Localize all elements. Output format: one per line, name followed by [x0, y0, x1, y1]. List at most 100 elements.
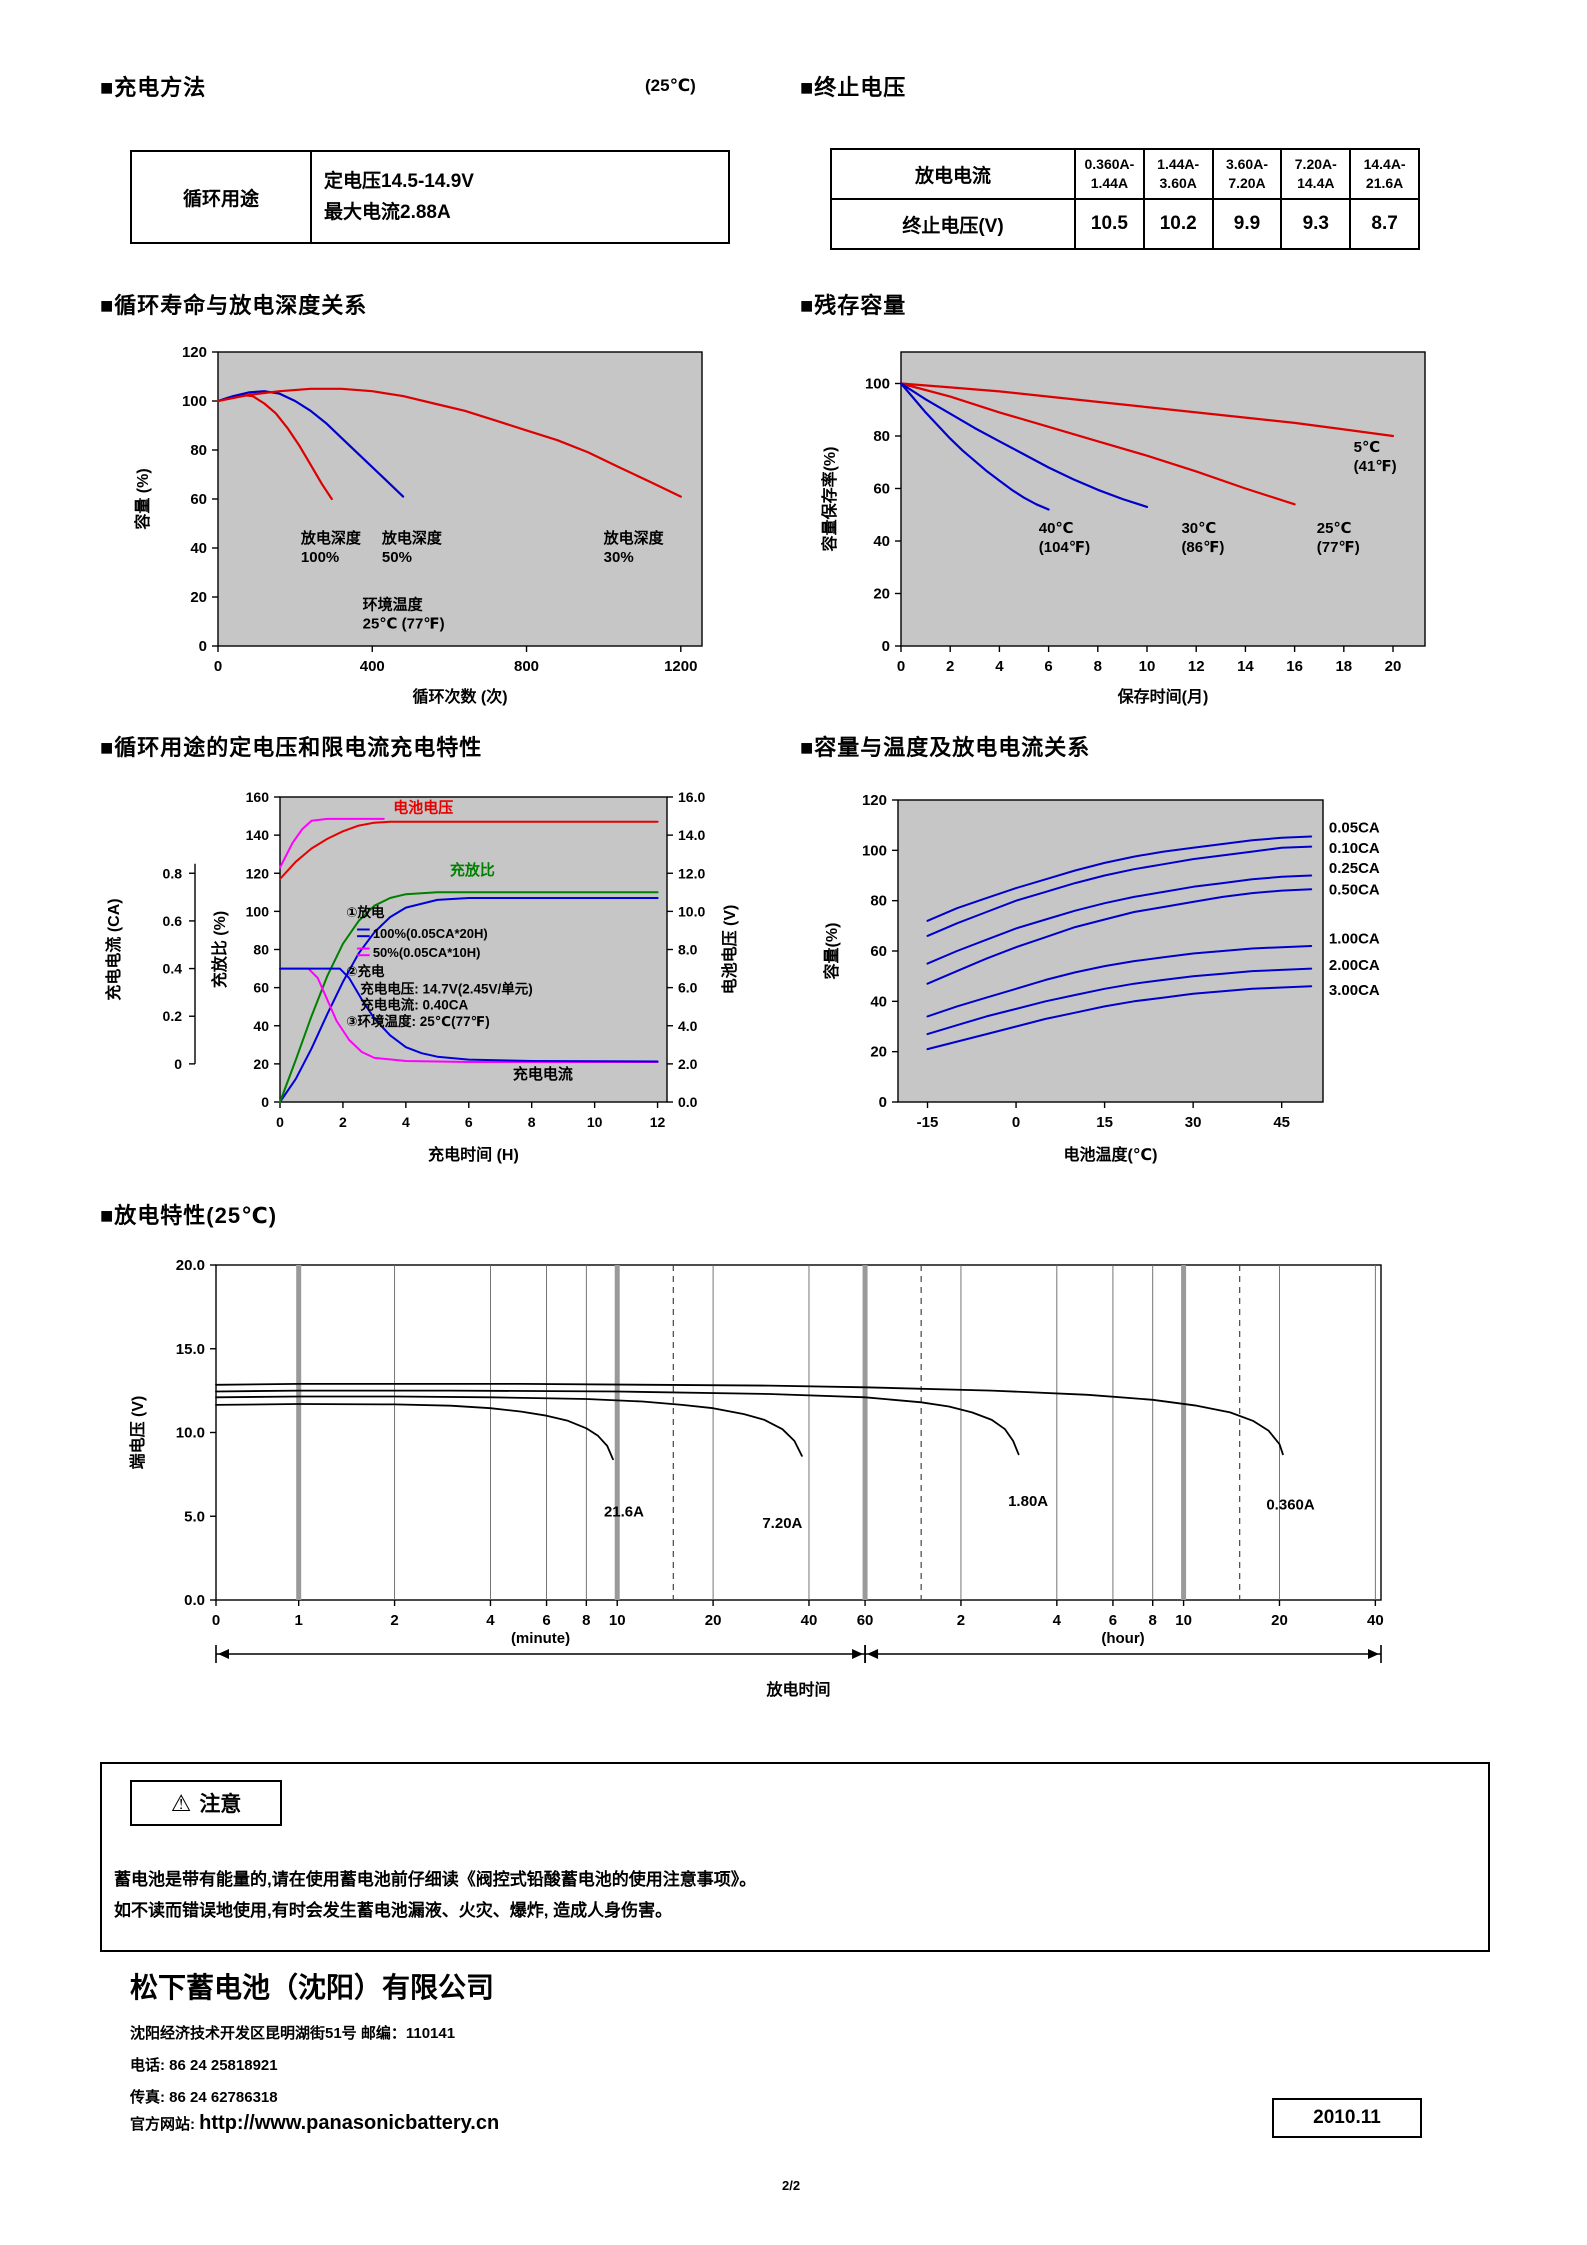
section-title-charging-method: ■充电方法	[100, 75, 207, 100]
discharge-characteristics-chart: 0 1 2 4 6 8 10 20 40 60 2 4 6 8 10 20 40 放电时间 0.0 5.0 10.0 15…	[88, 1240, 1508, 1728]
range-line: 3.60A-	[1225, 156, 1268, 173]
svg-text:0: 0	[199, 638, 207, 655]
company-address: 沈阳经济技术开发区昆明湖街51号 邮编：110141	[130, 2025, 456, 2042]
svg-text:100: 100	[862, 842, 887, 859]
range-line: 14.4A	[1297, 175, 1335, 191]
svg-text:25℃: 25℃	[1317, 520, 1352, 537]
svg-text:放电深度: 放电深度	[381, 529, 443, 547]
svg-text:容量 (%): 容量 (%)	[133, 468, 152, 530]
svg-text:20: 20	[870, 1044, 887, 1061]
company-website: 官方网站: http://www.panasonicbattery.cn	[130, 2112, 499, 2135]
cutoff-value-5: 8.7	[1349, 198, 1420, 250]
section-title-cutoff-voltage: ■终止电压	[800, 75, 907, 100]
svg-text:0: 0	[212, 1612, 220, 1629]
svg-text:25℃ (77℉): 25℃ (77℉)	[363, 615, 445, 632]
notice-box: ⚠ 注意 蓄电池是带有能量的,请在使用蓄电池前仔细读《阀控式铅酸蓄电池的使用注意…	[100, 1762, 1490, 1952]
svg-text:80: 80	[870, 893, 887, 910]
capacity-temperature-chart: -15 0 15 30 45 电池温度(℃) 0 20 40 60 80 100 120 容量(%) 0.0…	[793, 772, 1483, 1210]
svg-text:40℃: 40℃	[1039, 520, 1074, 537]
notice-label-text: 注意	[199, 1793, 242, 1816]
svg-text:2: 2	[339, 1114, 347, 1130]
svg-text:4.0: 4.0	[678, 1018, 698, 1034]
date-box: 2010.11	[1272, 2098, 1422, 2138]
cutoff-value-1: 10.5	[1074, 198, 1145, 250]
cycle-life-chart: 0 400 800 1200 循环次数 (次) 0 20 40 60 80 100 120 容量 (%)…	[100, 330, 720, 712]
svg-text:40: 40	[1367, 1612, 1384, 1629]
svg-text:80: 80	[190, 442, 207, 459]
current-range-4: 7.20A- 14.4A	[1280, 148, 1352, 200]
svg-text:①放电: ①放电	[346, 904, 385, 920]
range-line: 21.6A	[1365, 175, 1404, 191]
svg-text:30: 30	[1185, 1114, 1202, 1131]
svg-text:40: 40	[190, 540, 207, 557]
svg-text:0: 0	[214, 658, 222, 675]
svg-text:6.0: 6.0	[678, 980, 698, 996]
svg-text:0: 0	[882, 638, 890, 655]
range-line: 1.44A	[1090, 175, 1129, 191]
svg-text:4: 4	[995, 658, 1004, 675]
svg-text:12.0: 12.0	[678, 865, 705, 881]
svg-text:6: 6	[1109, 1612, 1117, 1629]
svg-text:120: 120	[246, 865, 270, 881]
svg-text:1.80A: 1.80A	[1008, 1493, 1048, 1510]
svg-text:40: 40	[873, 533, 890, 550]
cutoff-value-4: 9.3	[1280, 198, 1352, 250]
svg-text:15.0: 15.0	[176, 1341, 205, 1358]
svg-text:循环次数 (次): 循环次数 (次)	[412, 687, 507, 706]
svg-text:0: 0	[879, 1094, 887, 1111]
svg-text:30℃: 30℃	[1181, 520, 1216, 537]
svg-text:60: 60	[253, 980, 269, 996]
svg-text:8: 8	[528, 1114, 536, 1130]
svg-text:8: 8	[1149, 1612, 1157, 1629]
website-url: http://www.panasonicbattery.cn	[199, 2112, 500, 2134]
svg-text:14.0: 14.0	[678, 827, 705, 843]
svg-text:5.0: 5.0	[184, 1508, 205, 1525]
svg-text:0.8: 0.8	[163, 865, 183, 881]
notice-label: ⚠ 注意	[130, 1780, 282, 1826]
svg-text:100%(0.05CA*20H): 100%(0.05CA*20H)	[373, 926, 488, 941]
svg-text:0.360A: 0.360A	[1266, 1497, 1315, 1514]
svg-text:140: 140	[246, 827, 270, 843]
svg-text:2.0: 2.0	[678, 1056, 698, 1072]
svg-text:120: 120	[862, 792, 887, 809]
svg-text:1: 1	[295, 1612, 303, 1629]
svg-text:20: 20	[1385, 658, 1402, 675]
svg-text:4: 4	[486, 1612, 495, 1629]
charging-spec-cell: 定电压14.5-14.9V 最大电流2.88A	[310, 150, 730, 244]
constant-voltage-spec: 定电压14.5-14.9V	[324, 170, 474, 192]
svg-text:1200: 1200	[664, 658, 697, 675]
svg-text:160: 160	[246, 789, 270, 805]
svg-text:(hour): (hour)	[1101, 1630, 1144, 1647]
current-range-3: 3.60A- 7.20A	[1211, 148, 1283, 200]
svg-text:800: 800	[514, 658, 539, 675]
notice-body: 蓄电池是带有能量的,请在使用蓄电池前仔细读《阀控式铅酸蓄电池的使用注意事项》。 …	[114, 1864, 756, 1927]
svg-text:充电电流: 0.40CA: 充电电流: 0.40CA	[360, 997, 468, 1013]
svg-text:7.20A: 7.20A	[762, 1515, 802, 1532]
max-current-spec: 最大电流2.88A	[324, 202, 451, 223]
warning-icon: ⚠	[170, 1789, 192, 1816]
svg-text:8.0: 8.0	[678, 942, 698, 958]
svg-text:20.0: 20.0	[176, 1257, 205, 1274]
range-line: 7.20A	[1228, 175, 1266, 191]
svg-text:0.4: 0.4	[163, 961, 183, 977]
svg-text:20: 20	[253, 1056, 269, 1072]
current-range-1: 0.360A- 1.44A	[1074, 148, 1145, 200]
svg-text:120: 120	[182, 344, 207, 361]
svg-text:保存时间(月): 保存时间(月)	[1117, 687, 1209, 706]
cutoff-voltage-table: 放电电流 0.360A- 1.44A 1.44A- 3.60A 3.60A- 7…	[830, 148, 1420, 250]
svg-text:容量(%): 容量(%)	[822, 923, 841, 981]
svg-text:60: 60	[190, 491, 207, 508]
svg-text:16.0: 16.0	[678, 789, 705, 805]
svg-text:6: 6	[1044, 658, 1052, 675]
cutoff-value-3: 9.9	[1211, 198, 1283, 250]
svg-text:容量保存率(%): 容量保存率(%)	[820, 447, 839, 553]
cutoff-value-2: 10.2	[1142, 198, 1214, 250]
discharge-current-header: 放电电流	[830, 148, 1076, 200]
svg-text:80: 80	[873, 428, 890, 445]
svg-text:环境温度: 环境温度	[363, 595, 424, 613]
svg-text:20: 20	[705, 1612, 722, 1629]
company-name: 松下蓄电池（沈阳）有限公司	[130, 1973, 495, 2004]
notice-line-1: 蓄电池是带有能量的,请在使用蓄电池前仔细读《阀控式铅酸蓄电池的使用注意事项》。	[114, 1870, 757, 1889]
svg-text:100%: 100%	[301, 549, 339, 566]
